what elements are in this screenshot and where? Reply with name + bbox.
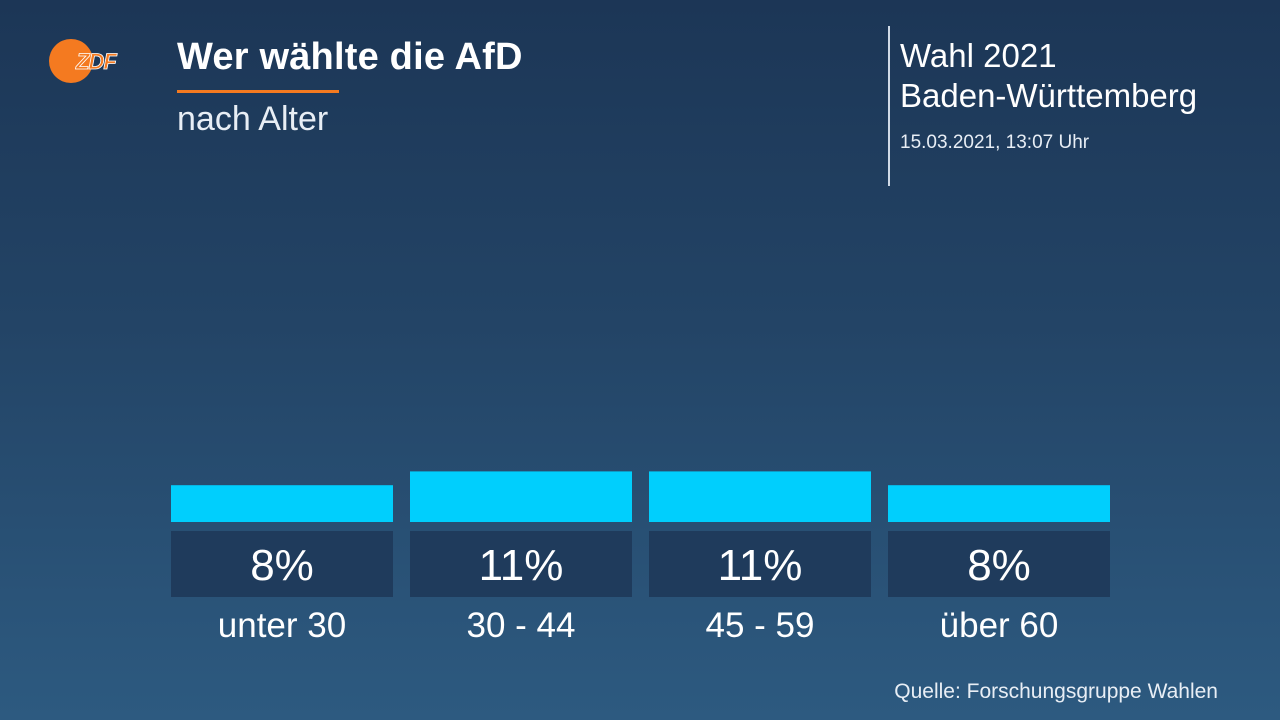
value-label-0: 8% [250, 541, 314, 590]
category-label-2: 45 - 59 [706, 606, 815, 645]
bar-1 [410, 471, 632, 522]
value-box-0 [171, 531, 393, 597]
zdf-logo-text: ZDF [75, 49, 117, 74]
election-region: Baden-Württemberg [900, 77, 1198, 114]
zdf-logo-circle [49, 39, 93, 83]
bar-2 [649, 471, 871, 522]
zdf-logo: ZDF [49, 39, 119, 83]
title-underline [177, 90, 339, 93]
header-divider [888, 26, 890, 186]
value-box-1 [410, 531, 632, 597]
bar-0 [171, 485, 393, 522]
source-note: Quelle: Forschungsgruppe Wahlen [894, 680, 1218, 703]
value-box-2 [649, 531, 871, 597]
election-timestamp: 15.03.2021, 13:07 Uhr [900, 132, 1090, 153]
election-name: Wahl 2021 [900, 37, 1057, 74]
category-label-3: über 60 [940, 606, 1059, 645]
value-label-3: 8% [967, 541, 1031, 590]
election-info: Wahl 2021 Baden-Württemberg [900, 36, 1197, 116]
value-box-3 [888, 531, 1110, 597]
category-label-0: unter 30 [218, 606, 346, 645]
category-label-1: 30 - 44 [467, 606, 576, 645]
value-label-2: 11% [718, 541, 803, 590]
value-label-1: 11% [479, 541, 564, 590]
page-subtitle: nach Alter [177, 100, 329, 138]
page-title: Wer wählte die AfD [177, 36, 523, 78]
bar-3 [888, 485, 1110, 522]
